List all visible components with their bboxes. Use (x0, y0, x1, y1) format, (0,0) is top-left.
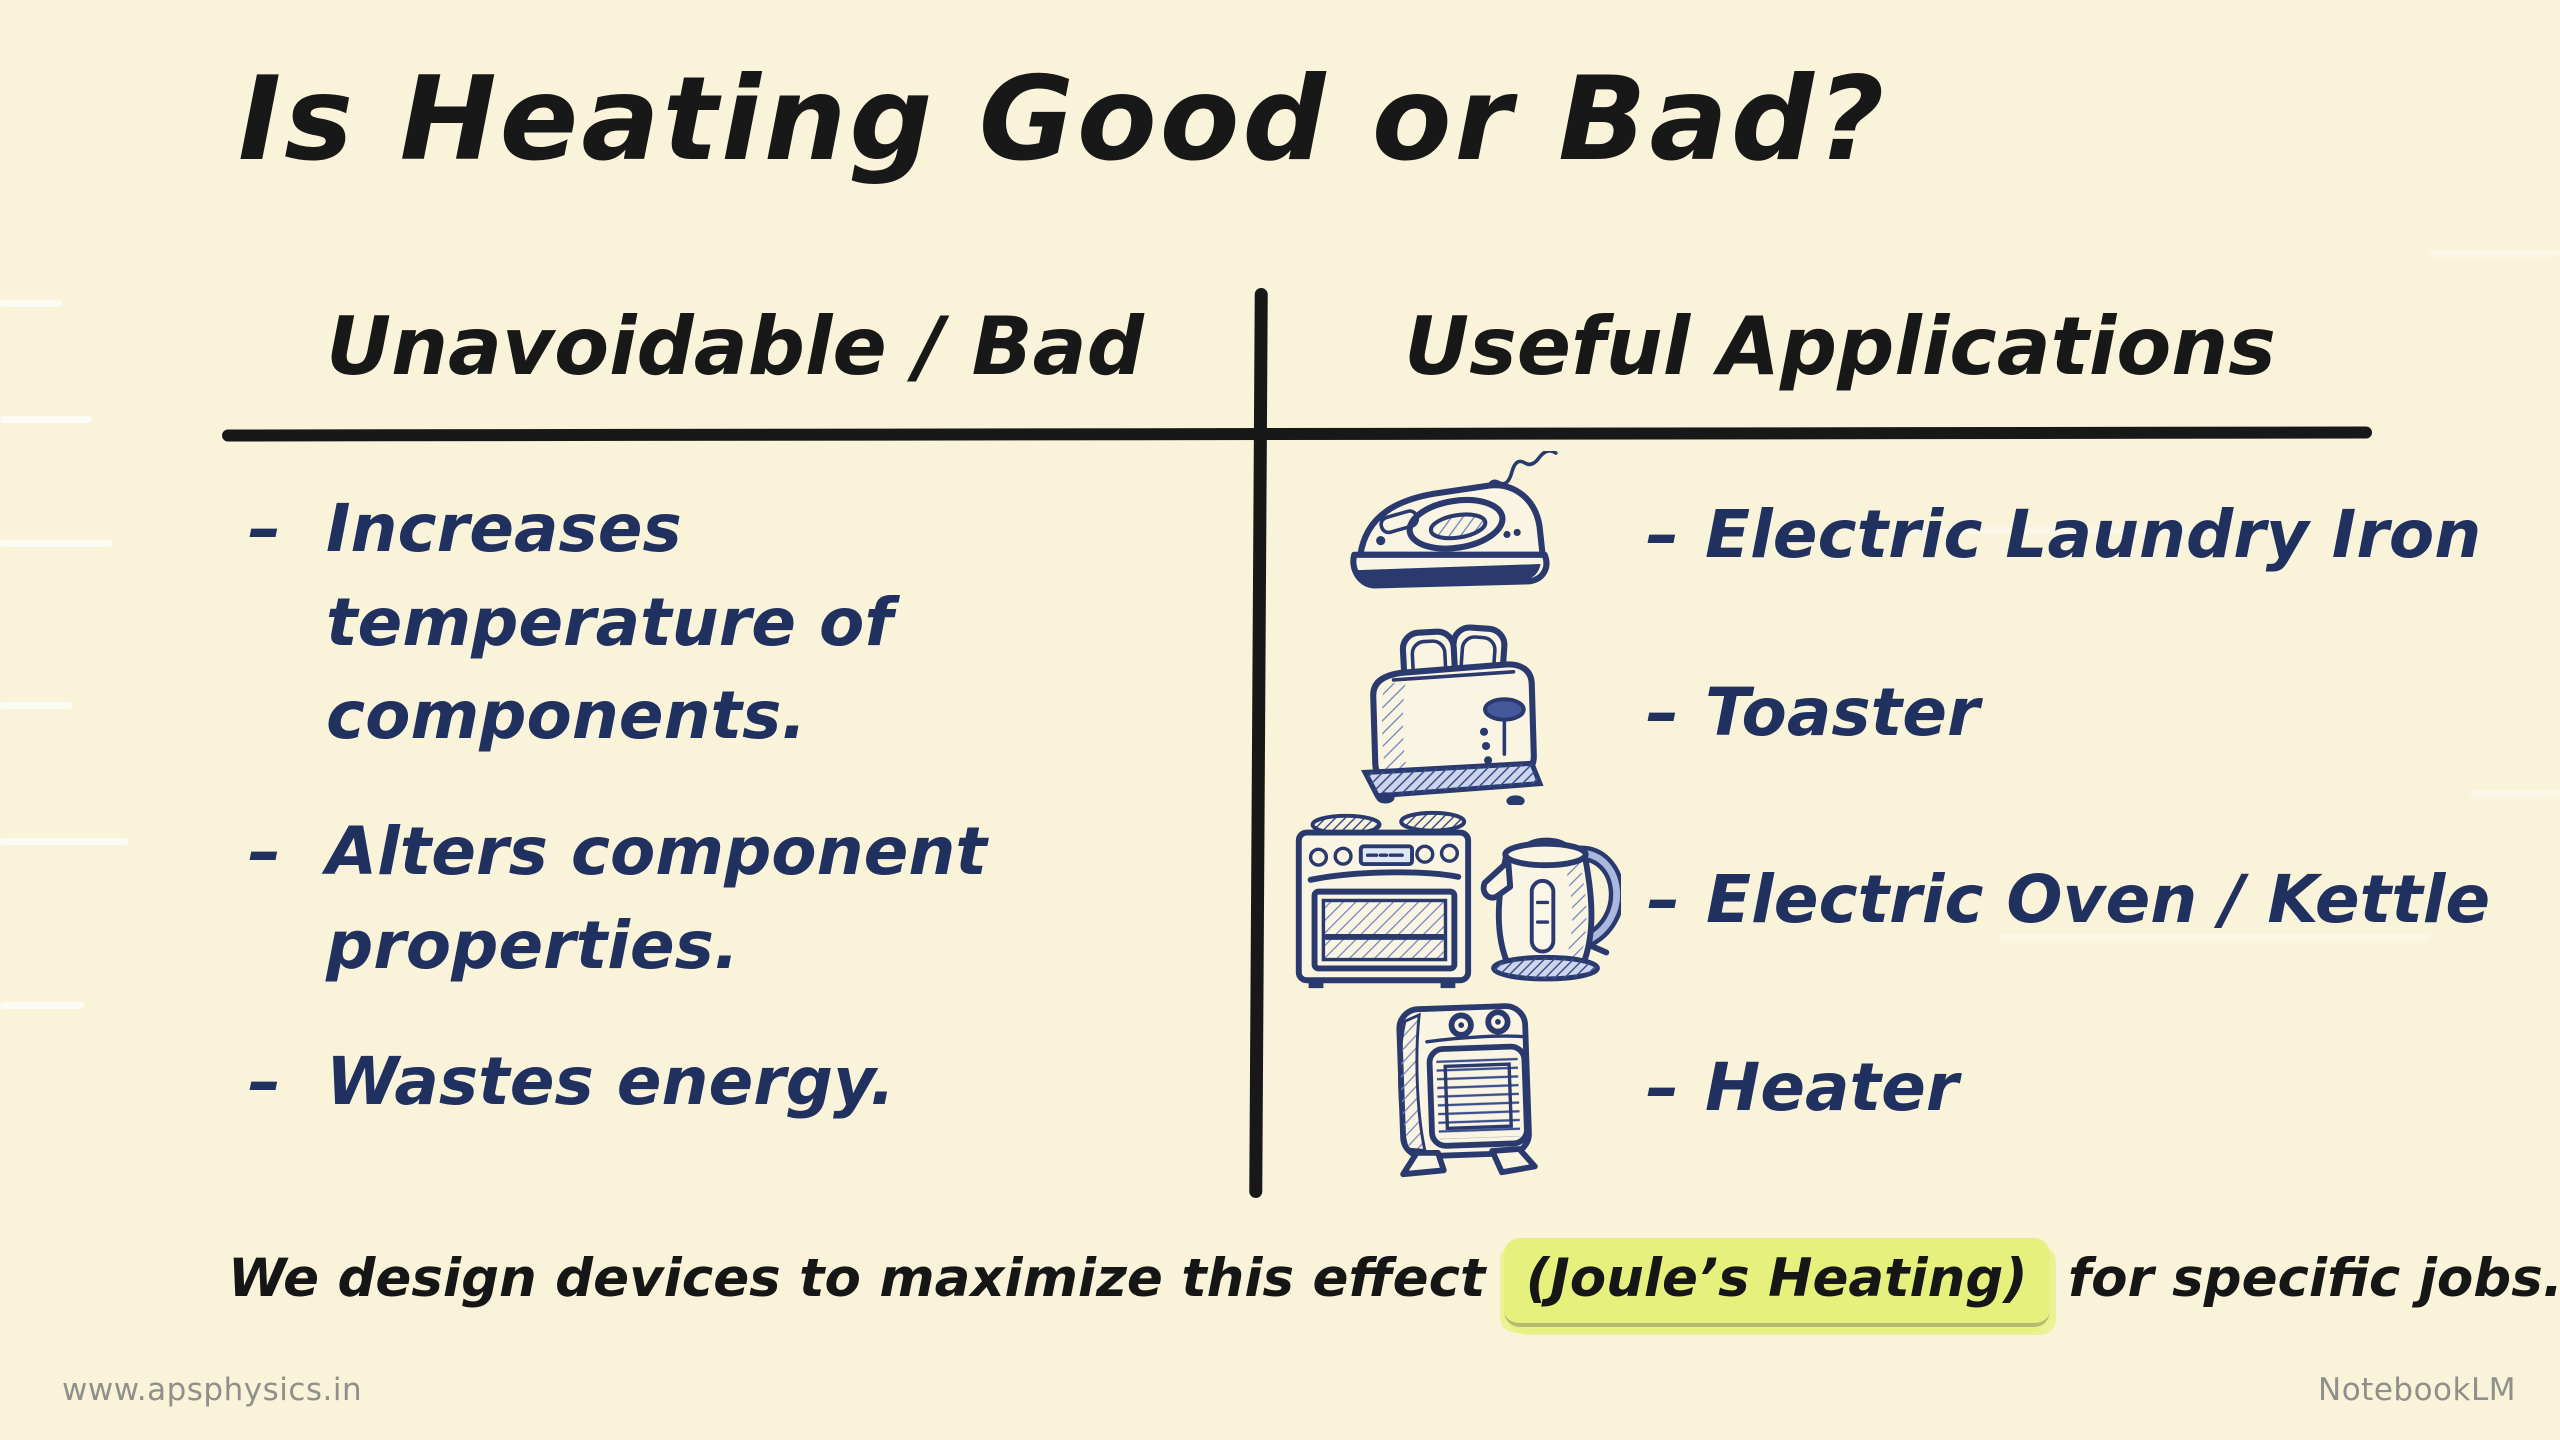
application-name: Electric Oven / Kettle (1706, 861, 2491, 939)
eraser-streak (2000, 934, 2430, 941)
eraser-streak (2470, 790, 2560, 797)
eraser-streak (0, 300, 62, 307)
list-item-label: Increases temperature of components. (326, 490, 894, 755)
application-name: Electric Laundry Iron (1705, 496, 2482, 574)
icon-pair (1285, 808, 1621, 992)
website-credit: www.apsphysics.in (62, 1372, 363, 1408)
bullet-dash: – (248, 1042, 281, 1120)
eraser-streak (0, 540, 112, 547)
summary-suffix: for specific jobs. (2049, 1248, 2560, 1309)
icon-cell (1285, 451, 1620, 619)
list-item: – Toaster (1285, 622, 2555, 805)
eraser-streak (0, 702, 72, 709)
eraser-streak (0, 416, 92, 423)
application-name: Toaster (1705, 674, 1980, 752)
oven-icon (1295, 810, 1472, 989)
eraser-streak (0, 838, 128, 845)
list-item: – Electric Laundry Iron (1285, 446, 2555, 624)
page-title: Is Heating Good or Bad? (238, 52, 1888, 187)
application-label: – Electric Laundry Iron (1646, 495, 2481, 574)
vertical-divider-line (1249, 287, 1268, 1199)
toaster-icon (1360, 623, 1544, 805)
horizontal-divider-line (221, 426, 2373, 442)
eraser-streak (0, 1002, 84, 1009)
bullet-dash: – (1646, 496, 1679, 574)
heater-icon (1395, 1003, 1538, 1178)
application-label: – Electric Oven / Kettle (1647, 860, 2490, 939)
summary-prefix: We design devices to maximize this effec… (228, 1248, 1504, 1309)
list-item: – Electric Oven / Kettle (1285, 802, 2555, 998)
bullet-dash: – (1647, 861, 1680, 939)
list-item: – Wastes energy. (248, 1035, 1168, 1129)
highlighted-term: (Joule’s Heating) (1503, 1238, 2050, 1327)
notebooklm-credit: NotebookLM (2318, 1372, 2516, 1408)
application-label: – Toaster (1646, 673, 1980, 752)
bullet-dash: – (248, 490, 281, 567)
list-item-label: Alters component properties. (326, 813, 987, 984)
application-name: Heater (1705, 1049, 1959, 1127)
icon-cell (1285, 808, 1621, 992)
useful-applications-list: – Electric Laundry Iron (1285, 446, 2555, 1178)
iron-icon (1349, 451, 1558, 589)
list-item: – Alters component properties. (248, 805, 1168, 992)
eraser-streak (1890, 527, 2220, 534)
kettle-icon (1480, 837, 1621, 982)
left-column-header: Unavoidable / Bad (326, 300, 1144, 393)
list-item-label: Wastes energy. (326, 1042, 896, 1120)
bad-effects-list: – Increases temperature of components. –… (248, 482, 1168, 1170)
icon-cell (1285, 996, 1620, 1180)
bullet-dash: – (1646, 674, 1679, 752)
summary-sentence: We design devices to maximize this effec… (228, 1238, 2560, 1327)
application-label: – Heater (1646, 1048, 1958, 1127)
eraser-streak (2430, 250, 2560, 257)
icon-cell (1285, 622, 1620, 805)
right-column-header: Useful Applications (1404, 300, 2276, 393)
list-item: – Heater (1285, 998, 2555, 1178)
bullet-dash: – (1646, 1049, 1679, 1127)
list-item: – Increases temperature of components. (248, 482, 1168, 763)
bullet-dash: – (248, 813, 281, 891)
